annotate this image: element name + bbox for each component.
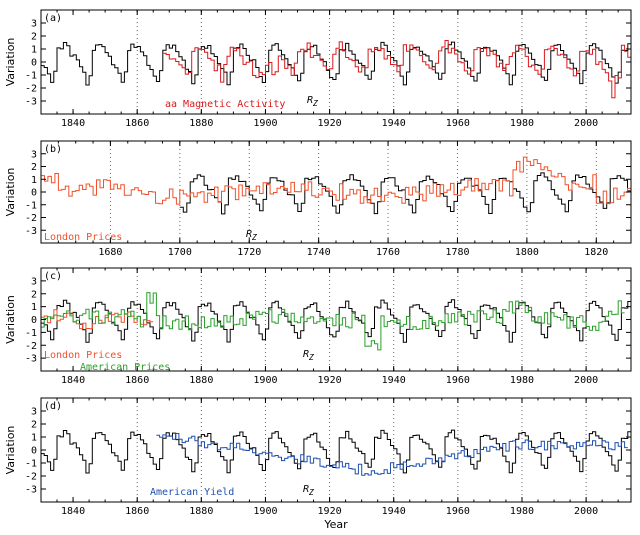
- annotation-label: London Prices: [44, 232, 122, 243]
- y-tick-label: -1: [25, 200, 37, 211]
- y-axis-label: Variation: [4, 295, 17, 344]
- x-tick-label: 2000: [574, 506, 598, 517]
- y-axis-label: Variation: [4, 426, 17, 475]
- y-tick-label: -1: [25, 71, 37, 82]
- x-tick-label: 1680: [98, 247, 122, 258]
- y-tick-label: 1: [31, 45, 37, 56]
- y-tick-label: -1: [25, 459, 37, 470]
- y-tick-label: -2: [25, 213, 37, 224]
- chart-panel-3: 1840 1860 1880 1900 1920 1940 1960 1980 2000 -3 -2…: [4, 267, 632, 386]
- x-tick-label: 1920: [318, 375, 342, 386]
- y-axis-label: Variation: [4, 38, 17, 87]
- series-london-prices: [41, 156, 631, 205]
- annotation-label: aa Magnetic Activity: [165, 99, 285, 110]
- y-tick-label: 3: [31, 19, 37, 30]
- x-tick-label: 1780: [445, 247, 469, 258]
- y-tick-label: -3: [25, 354, 37, 365]
- x-tick-label: 2000: [574, 118, 598, 129]
- y-tick-label: 1: [31, 175, 37, 186]
- x-tick-label: 1700: [168, 247, 192, 258]
- x-tick-label: 1960: [446, 375, 470, 386]
- x-tick-label: 1940: [382, 118, 406, 129]
- y-tick-label: 3: [31, 276, 37, 287]
- series-r-z: [41, 41, 631, 86]
- y-tick-label: 3: [31, 407, 37, 418]
- y-tick-label: 2: [31, 420, 37, 431]
- annotation-label: RZ: [246, 229, 257, 242]
- series-american-yield: [156, 433, 628, 476]
- y-tick-label: 0: [31, 188, 37, 199]
- annotation-label: London Prices: [44, 350, 122, 361]
- x-tick-label: 1980: [510, 506, 534, 517]
- panel-label: (a): [44, 13, 62, 24]
- y-tick-label: 0: [31, 58, 37, 69]
- x-tick-label: 1960: [446, 506, 470, 517]
- y-tick-label: -3: [25, 226, 37, 237]
- y-tick-label: -1: [25, 328, 37, 339]
- y-tick-label: 0: [31, 446, 37, 457]
- y-axis-label: Variation: [4, 168, 17, 217]
- x-tick-label: 1860: [125, 506, 149, 517]
- annotation-label: American Yield: [150, 487, 234, 498]
- x-tick-label: 1760: [376, 247, 400, 258]
- chart-panel-2: 1680 1700 1720 1740 1760 1780 1800 1820 -3 -2 -10 1…: [4, 140, 632, 258]
- panel-label: (b): [44, 144, 62, 155]
- series-american-prices: [41, 292, 625, 351]
- y-tick-label: 3: [31, 149, 37, 160]
- x-tick-label: 1820: [584, 247, 608, 258]
- y-tick-label: -3: [25, 485, 37, 496]
- y-tick-label: -3: [25, 97, 37, 108]
- y-tick-label: -2: [25, 341, 37, 352]
- x-tick-label: 1940: [382, 375, 406, 386]
- series-aa-magnetic-activity: [162, 40, 631, 99]
- x-tick-label: 2000: [574, 375, 598, 386]
- x-tick-label: 1900: [253, 506, 277, 517]
- x-tick-label: 1800: [515, 247, 539, 258]
- x-tick-label: 1900: [253, 375, 277, 386]
- x-tick-label: 1880: [189, 375, 213, 386]
- x-tick-label: 1920: [318, 118, 342, 129]
- y-tick-label: 2: [31, 289, 37, 300]
- x-tick-label: 1740: [307, 247, 331, 258]
- plot-frame: [40, 397, 632, 503]
- panel-label: (d): [44, 401, 62, 412]
- panel-label: (c): [44, 271, 62, 282]
- x-axis-label: Year: [323, 518, 348, 531]
- x-tick-label: 1940: [382, 506, 406, 517]
- x-tick-label: 1840: [61, 506, 85, 517]
- chart-panel-4: 1840 1860 1880 1900 1920 1940 1960 1980 2000 -3 -2…: [4, 397, 632, 517]
- y-tick-label: -2: [25, 472, 37, 483]
- x-tick-label: 1880: [189, 118, 213, 129]
- annotation-label: RZ: [303, 484, 314, 497]
- x-tick-label: 1980: [510, 118, 534, 129]
- y-tick-label: -2: [25, 84, 37, 95]
- chart-panel-1: 1840 1860 1880 1900 1920 1940 1960 1980 2000 -3 -2…: [4, 9, 632, 129]
- plot-frame: [40, 140, 632, 244]
- annotation-label: American Prices: [80, 362, 170, 373]
- x-tick-label: 1720: [237, 247, 261, 258]
- x-tick-label: 1980: [510, 375, 534, 386]
- x-tick-label: 1920: [318, 506, 342, 517]
- x-tick-label: 1960: [446, 118, 470, 129]
- x-tick-label: 1840: [61, 118, 85, 129]
- y-tick-label: 2: [31, 162, 37, 173]
- x-tick-label: 1840: [61, 375, 85, 386]
- y-tick-label: 1: [31, 433, 37, 444]
- x-tick-label: 1900: [253, 118, 277, 129]
- plot-frame: [40, 9, 632, 115]
- annotation-label: RZ: [303, 349, 314, 362]
- y-tick-label: 2: [31, 32, 37, 43]
- x-tick-label: 1880: [189, 506, 213, 517]
- annotation-label: RZ: [307, 95, 318, 108]
- y-tick-label: 1: [31, 302, 37, 313]
- x-tick-label: 1860: [125, 118, 149, 129]
- x-tick-label: 1860: [125, 375, 149, 386]
- y-tick-label: 0: [31, 315, 37, 326]
